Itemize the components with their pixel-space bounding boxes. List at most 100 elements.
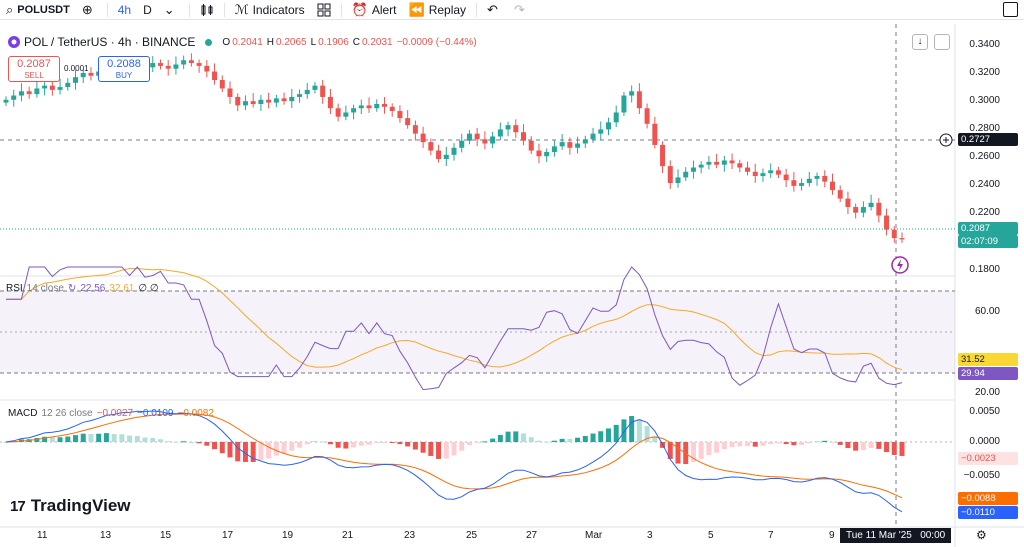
candle-body [335,108,341,117]
macd-histogram-bar [196,442,202,444]
indicators-label: Indicators [252,2,305,17]
indicators-icon: ℳ [234,1,249,17]
macd-histogram-bar [667,442,673,459]
candle-body [567,142,573,148]
low-value: 0.1906 [318,36,349,48]
candle-body [575,143,581,148]
interval-4h-button[interactable]: 4h [117,2,132,17]
candle-body [258,99,264,104]
macd-histogram-bar [760,442,766,446]
crosshair-price-tag: 0.2727 [958,133,1018,146]
macd-histogram-bar [142,437,148,442]
maximize-pane-button[interactable] [934,34,950,50]
sell-label: SELL [24,71,44,80]
macd-histogram-bar [729,442,735,448]
candle-body [613,112,619,123]
macd-histogram-bar [868,442,874,448]
time-tick: 19 [282,530,294,541]
candle-body [714,161,720,165]
candle-body [18,91,24,96]
macd-histogram-bar [521,433,527,442]
grid-icon [317,3,331,16]
interval-d-button[interactable]: D [143,2,152,17]
macd-histogram-bar [544,441,550,443]
macd-histogram-bar [490,438,496,442]
candle-body [366,105,372,109]
candle-body [729,160,735,164]
interval-dropdown[interactable]: ⌄ [158,0,185,20]
macd-histogram-bar [605,428,611,442]
layouts-button[interactable] [311,0,337,20]
high-label: H [266,36,275,48]
open-label: O [222,36,231,48]
candle-body [73,77,79,83]
tradingview-logo[interactable]: 17 TradingView [10,496,131,516]
macd-histogram-bar [636,419,642,442]
macd-histogram-bar [65,436,71,442]
candle-body [289,96,295,102]
chart-type-button[interactable] [194,0,220,20]
macd-histogram-bar [714,442,720,453]
candle-body [204,65,210,72]
price-tick: 0.2400 [969,179,1000,190]
candle-body [636,91,642,109]
macd-histogram-bar [621,419,627,442]
fullscreen-button[interactable] [1003,2,1018,17]
macd-histogram-bar [351,442,357,448]
candle-body [551,146,557,152]
replay-button[interactable]: ⏪ Replay [403,0,473,20]
rsi-settings-icon[interactable]: ↻ [67,283,77,294]
macd-histogram-bar [412,442,418,450]
candle-body [389,106,395,112]
settings-gear-icon[interactable]: ⚙ [976,528,987,542]
undo-button[interactable]: ↶ [481,0,508,20]
indicators-button[interactable]: ℳ Indicators [229,0,311,20]
macd-histogram-bar [551,440,557,442]
macd-histogram-bar [320,441,326,443]
macd-histogram-bar [783,442,789,445]
macd-histogram-bar [629,416,635,442]
macd-histogram-bar [88,433,94,442]
candle-body [482,139,488,144]
scroll-down-button[interactable]: ↓ [912,34,928,50]
macd-histogram-bar [806,442,812,444]
macd-histogram-bar [420,442,426,453]
candle-body [3,99,9,103]
macd-histogram-bar [775,442,781,444]
macd-histogram-bar [273,442,279,456]
candle-body [783,174,789,181]
symbol-search[interactable]: ⌕ POLUSDT [0,0,76,20]
macd-histogram-bar [297,442,303,448]
candle-body [629,91,635,96]
candle-body [497,129,503,137]
macd-histogram-bar [173,441,179,443]
macd-histogram-bar [528,437,534,442]
alert-button[interactable]: ⏰ Alert [346,0,403,20]
compare-button[interactable]: ⊕ [76,0,103,20]
sell-button[interactable]: 0.2087 SELL [8,56,60,82]
candle-body [173,64,179,69]
macd-histogram-bar [768,442,774,444]
chart-canvas[interactable] [0,24,1024,547]
candle-body [822,176,828,182]
low-label: L [310,36,317,48]
price-tick: 0.1800 [969,264,1000,275]
candle-body [212,71,218,80]
candle-body [559,142,565,147]
macd-histogram-bar [505,431,511,442]
macd-histogram-bar [119,434,125,442]
candle-body [49,85,55,90]
candle-body [745,167,751,172]
buy-button[interactable]: 0.2088 BUY [98,56,150,82]
candle-body [65,82,71,88]
macd-histogram-bar [482,441,488,443]
macd-params: 12 26 close [41,408,93,419]
macd-histogram-bar [235,442,241,462]
close-value: 0.2031 [362,36,393,48]
top-toolbar: ⌕ POLUSDT ⊕ 4h D ⌄ ℳ Indicators ⏰ Alert … [0,0,1024,20]
candle-body [281,98,287,102]
macd-histogram-bar [281,442,287,454]
macd-histogram-bar [343,442,349,449]
market-status-dot [205,38,213,46]
redo-button[interactable]: ↷ [508,0,535,20]
